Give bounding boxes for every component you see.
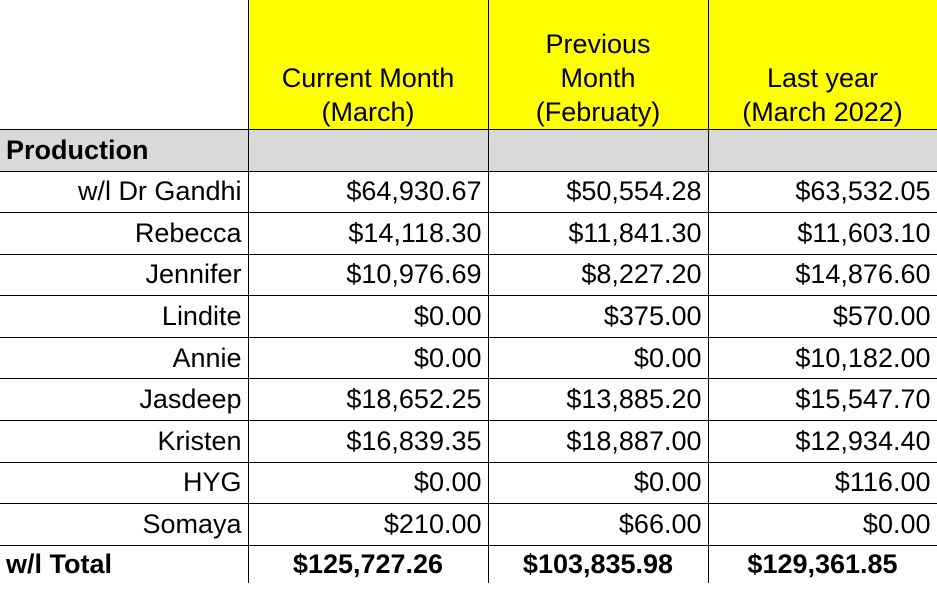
table-row: HYG $0.00 $0.00 $116.00 [0, 462, 937, 505]
previous-month-value: $0.00 [487, 462, 709, 505]
total-label: w/l Total [0, 545, 249, 584]
table-row: w/l Dr Gandhi $64,930.67 $50,554.28 $63,532… [0, 171, 937, 214]
total-row: w/l Total $125,727.26 $103,835.98 $129,3… [0, 545, 937, 584]
last-year-value: $116.00 [707, 462, 937, 505]
provider-name: Somaya [0, 503, 249, 546]
current-month-value: $14,118.30 [247, 212, 489, 255]
header-line: (Februaty) [535, 96, 661, 127]
last-year-value: $0.00 [707, 503, 937, 546]
section-row: Production [0, 128, 937, 172]
header-line: Current Month [281, 62, 455, 93]
header-line: (March) [321, 96, 415, 127]
current-month-value: $0.00 [247, 462, 489, 505]
table-row: Lindite $0.00 $375.00 $570.00 [0, 295, 937, 338]
table-row: Somaya $210.00 $66.00 $0.00 [0, 503, 937, 546]
last-year-value: $12,934.40 [707, 420, 937, 463]
provider-name: Jennifer [0, 254, 249, 297]
header-line: Month [560, 62, 636, 93]
total-current: $125,727.26 [247, 545, 489, 584]
last-year-value: $11,603.10 [707, 212, 937, 255]
current-month-value: $18,652.25 [247, 378, 489, 422]
header-line: Last year [766, 62, 879, 93]
table-row: Jennifer $10,976.69 $8,227.20 $14,876.60 [0, 254, 937, 297]
header-line: Previous [545, 28, 651, 59]
provider-name: w/l Dr Gandhi [0, 171, 249, 214]
table-row: Annie $0.00 $0.00 $10,182.00 [0, 337, 937, 380]
previous-month-value: $11,841.30 [487, 212, 709, 255]
table-row: Rebecca $14,118.30 $11,841.30 $11,603.10 [0, 212, 937, 255]
previous-month-value: $50,554.28 [487, 171, 709, 214]
previous-month-value: $18,887.00 [487, 420, 709, 463]
last-year-value: $15,547.70 [707, 378, 937, 422]
header-row: Current Month (March) Previous Month (Fe… [0, 0, 937, 129]
provider-name: Rebecca [0, 212, 249, 255]
total-last-year: $129,361.85 [707, 545, 937, 584]
header-current-month: Current Month (March) [247, 0, 489, 129]
table-row: Jasdeep $18,652.25 $13,885.20 $15,547.70 [0, 378, 937, 422]
current-month-value: $10,976.69 [247, 254, 489, 297]
last-year-value: $14,876.60 [707, 254, 937, 297]
header-previous-month: Previous Month (Februaty) [487, 0, 709, 129]
header-line: (March 2022) [742, 96, 903, 127]
header-last-year: Last year (March 2022) [707, 0, 937, 129]
current-month-value: $16,839.35 [247, 420, 489, 463]
previous-month-value: $66.00 [487, 503, 709, 546]
section-cell [707, 128, 937, 172]
section-cell [487, 128, 709, 172]
last-year-value: $570.00 [707, 295, 937, 338]
table-row: Kristen $16,839.35 $18,887.00 $12,934.40 [0, 420, 937, 463]
current-month-value: $0.00 [247, 337, 489, 380]
section-cell [247, 128, 489, 172]
last-year-value: $63,532.05 [707, 171, 937, 214]
provider-name: HYG [0, 462, 249, 505]
current-month-value: $210.00 [247, 503, 489, 546]
last-year-value: $10,182.00 [707, 337, 937, 380]
current-month-value: $0.00 [247, 295, 489, 338]
section-label: Production [0, 128, 248, 172]
provider-name: Jasdeep [0, 378, 249, 422]
previous-month-value: $8,227.20 [487, 254, 709, 297]
provider-name: Lindite [0, 295, 249, 338]
previous-month-value: $0.00 [487, 337, 709, 380]
total-previous: $103,835.98 [487, 545, 709, 584]
provider-name: Annie [0, 337, 249, 380]
previous-month-value: $375.00 [487, 295, 709, 338]
corner-cell [0, 0, 248, 129]
provider-name: Kristen [0, 420, 249, 463]
current-month-value: $64,930.67 [247, 171, 489, 214]
previous-month-value: $13,885.20 [487, 378, 709, 422]
